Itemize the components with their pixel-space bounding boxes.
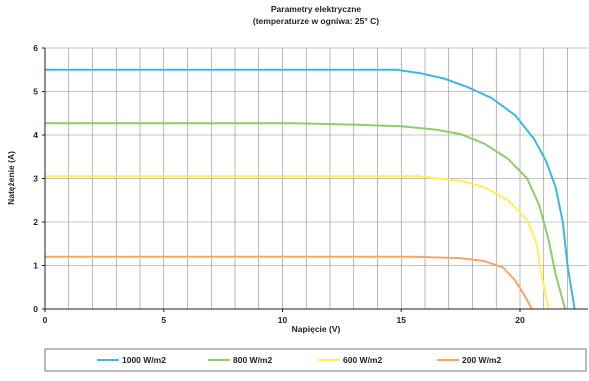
- y-tick-label: 3: [33, 174, 38, 184]
- series-line: [45, 68, 576, 310]
- y-tick-label: 2: [33, 217, 38, 227]
- series-line: [45, 255, 533, 310]
- y-tick-label: 5: [33, 87, 38, 97]
- legend-label: 600 W/m2: [343, 355, 382, 365]
- legend: 1000 W/m2 800 W/m2 600 W/m2 200 W/m2: [97, 355, 501, 365]
- x-tick-label: 5: [161, 315, 166, 325]
- chart-title: Parametry elektryczne: [271, 4, 362, 14]
- x-tick-label: 20: [515, 315, 525, 325]
- y-tick-label: 6: [33, 43, 38, 53]
- x-axis-label: Napięcie (V): [292, 324, 341, 334]
- legend-label: 800 W/m2: [233, 355, 272, 365]
- y-axis-label: Natężenie (A): [6, 151, 16, 205]
- series-line: [45, 122, 567, 310]
- ticks: 0 1 2 3 4 5 6 0 5 10 15 20: [33, 43, 525, 325]
- y-tick-label: 4: [33, 130, 38, 140]
- legend-label: 1000 W/m2: [122, 355, 166, 365]
- series-line: [45, 175, 550, 310]
- chart-subtitle: (temperaturze w ogniwa: 25° C): [253, 16, 379, 26]
- legend-label: 200 W/m2: [462, 355, 501, 365]
- legend-box: [44, 348, 587, 372]
- grid: [45, 47, 588, 309]
- x-tick-label: 0: [43, 315, 48, 325]
- x-tick-label: 15: [397, 315, 407, 325]
- y-tick-label: 0: [33, 304, 38, 314]
- y-tick-label: 1: [33, 261, 38, 271]
- x-tick-label: 10: [278, 315, 288, 325]
- series-lines: [45, 68, 576, 310]
